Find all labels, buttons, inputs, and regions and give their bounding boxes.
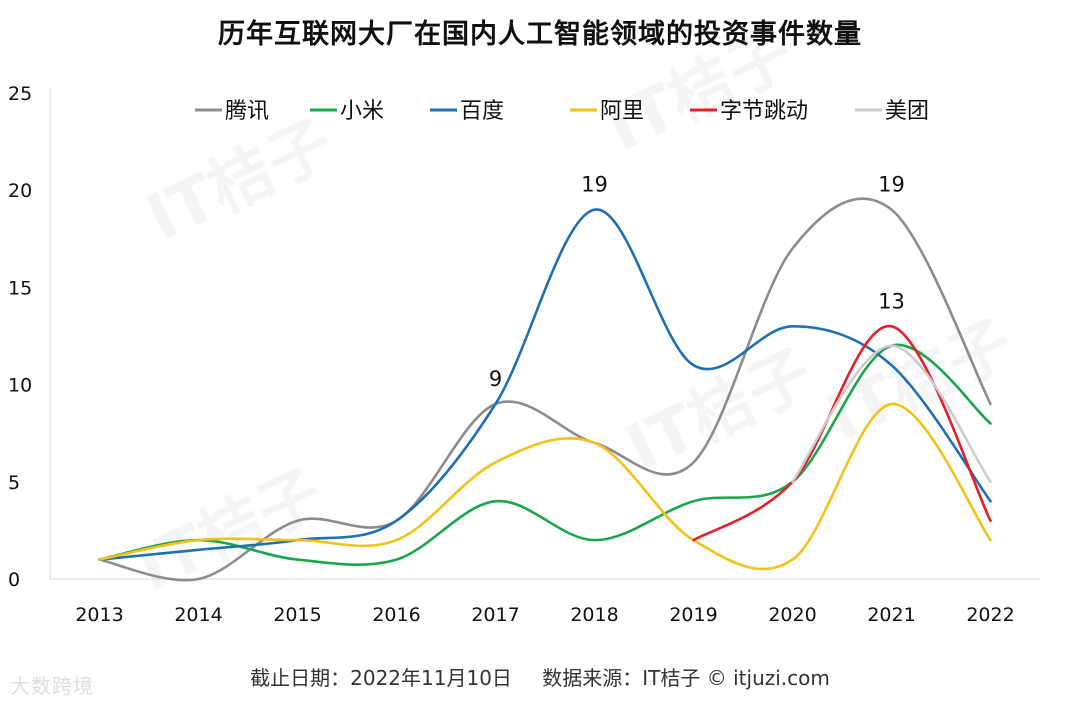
data-label: 19 (878, 173, 905, 197)
x-tick-label: 2016 (372, 604, 420, 626)
x-tick-label: 2018 (570, 604, 618, 626)
y-tick-label: 5 (8, 472, 20, 494)
series-line-2 (98, 343, 992, 566)
x-tick-label: 2017 (471, 604, 519, 626)
data-label: 19 (581, 173, 608, 197)
x-tick-label: 2014 (174, 604, 222, 626)
y-tick-label: 25 (8, 83, 32, 105)
data-source: 数据来源：IT桔子 © itjuzi.com (542, 666, 830, 690)
data-label: 9 (489, 367, 502, 391)
y-tick-label: 0 (8, 569, 20, 591)
corner-watermark: 大数跨境 (10, 674, 94, 698)
x-tick-label: 2020 (768, 604, 816, 626)
series-line-5 (692, 324, 992, 542)
legend-label: 美团 (885, 99, 929, 124)
cutoff-date: 截止日期：2022年11月10日 (250, 666, 512, 690)
legend-label: 腾讯 (225, 99, 269, 124)
x-tick-label: 2013 (75, 604, 123, 626)
legend-label: 百度 (460, 99, 504, 124)
legend-label: 字节跳动 (720, 99, 808, 124)
legend-label: 小米 (340, 99, 384, 124)
series-line-3 (98, 208, 992, 561)
x-tick-label: 2015 (273, 604, 321, 626)
series-line-4 (98, 402, 992, 571)
chart-title: 历年互联网大厂在国内人工智能领域的投资事件数量 (218, 19, 862, 50)
x-tick-label: 2022 (966, 604, 1014, 626)
data-label: 13 (878, 289, 905, 313)
x-tick-label: 2019 (669, 604, 717, 626)
legend-label: 阿里 (600, 99, 644, 124)
x-tick-label: 2021 (867, 604, 915, 626)
y-tick-label: 20 (8, 180, 32, 202)
y-tick-label: 15 (8, 277, 32, 299)
series-line-6 (791, 344, 992, 484)
y-tick-label: 10 (8, 375, 32, 397)
footer: 截止日期：2022年11月10日 数据来源：IT桔子 © itjuzi.com (0, 662, 1080, 691)
series-line-1 (98, 197, 992, 582)
